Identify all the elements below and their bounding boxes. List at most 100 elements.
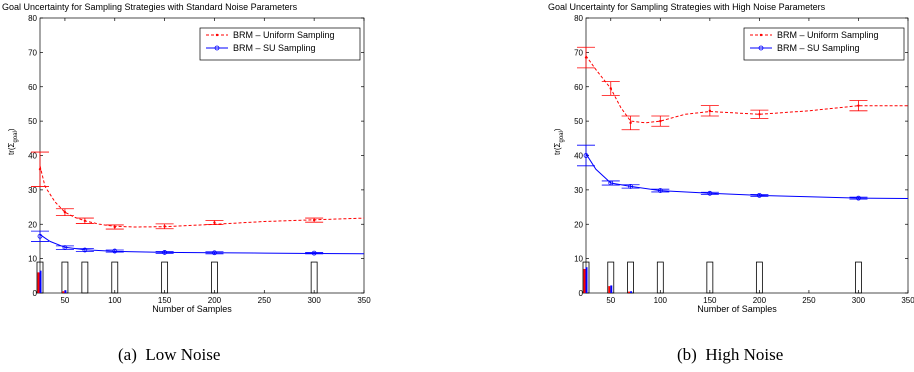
y-tick-label: 80 [574, 14, 583, 23]
data-point [629, 121, 632, 125]
data-point [63, 211, 67, 214]
y-tick-label: 50 [28, 117, 37, 126]
legend-marker [758, 45, 764, 51]
x-tick-label: 300 [307, 296, 321, 305]
data-point [609, 87, 612, 90]
series-line [39, 234, 365, 255]
caption-low-noise: (a) Low Noise [118, 345, 221, 364]
series-uniform [31, 151, 365, 230]
y-tick-label: 30 [574, 186, 583, 195]
legend: BRM – Uniform Sampling BRM – SU Sampling [199, 27, 361, 61]
sample-bar-blue [630, 291, 633, 293]
y-axis-label: tr(Σgoal) [7, 128, 19, 155]
data-point [83, 219, 87, 223]
x-tick-label: 100 [108, 296, 122, 305]
data-point [756, 192, 762, 198]
legend-box [199, 27, 361, 61]
x-tick-label: 250 [802, 296, 816, 305]
series-line [585, 153, 909, 199]
y-tick-label: 10 [574, 255, 583, 264]
sample-bar [161, 261, 169, 294]
y-tick-label: 70 [28, 48, 37, 57]
sample-bar-blue [610, 285, 613, 293]
chart-high-noise: Goal Uncertainty for Sampling Strategies… [548, 2, 914, 314]
legend-label: BRM – Uniform Sampling [233, 30, 335, 40]
x-tick-label: 350 [901, 296, 914, 305]
y-tick-label: 70 [574, 48, 583, 57]
x-axis-label: Number of Samples [697, 304, 777, 314]
legend: BRM – Uniform Sampling BRM – SU Sampling [743, 27, 905, 61]
sample-bar [755, 261, 763, 294]
y-tick-label: 20 [574, 220, 583, 229]
data-point [213, 221, 216, 224]
x-tick-label: 200 [208, 296, 222, 305]
sample-bar [211, 261, 218, 294]
data-point [583, 153, 589, 158]
series-su [577, 144, 909, 201]
y-tick-label: 0 [579, 289, 584, 298]
sample-bar [627, 261, 634, 294]
y-tick-label: 80 [28, 14, 37, 23]
y-tick-label: 50 [574, 117, 583, 126]
series-uniform [577, 46, 908, 131]
legend-marker [214, 45, 220, 51]
series-su [31, 230, 365, 256]
sample-bar [61, 261, 69, 294]
y-tick-label: 60 [28, 83, 37, 92]
sample-bar-red [583, 268, 586, 293]
data-point [584, 56, 588, 59]
caption-high-noise: (b) High Noise [677, 345, 784, 364]
x-tick-label: 350 [357, 296, 371, 305]
y-tick-label: 40 [574, 152, 583, 161]
sample-bar [310, 261, 318, 294]
y-tick-label: 0 [33, 289, 38, 298]
y-tick-label: 10 [28, 255, 37, 264]
chart-low-noise: Goal Uncertainty for Sampling Strategies… [2, 2, 371, 314]
data-point [162, 250, 168, 255]
data-point [112, 248, 118, 254]
legend-marker [759, 33, 763, 37]
y-axis-label: tr(Σgoal) [553, 128, 565, 155]
data-point [82, 247, 88, 253]
x-tick-label: 50 [606, 296, 615, 305]
x-tick-label: 150 [703, 296, 717, 305]
data-point [37, 233, 43, 239]
sample-bar [81, 261, 89, 294]
sample-bar-red [628, 291, 631, 293]
chart-title: Goal Uncertainty for Sampling Strategies… [548, 2, 826, 12]
y-tick-label: 20 [28, 220, 37, 229]
data-point [707, 190, 713, 196]
sample-bar [855, 261, 862, 294]
data-point [62, 245, 68, 251]
data-point [163, 225, 166, 228]
sample-bar-blue [585, 267, 588, 293]
x-tick-label: 250 [258, 296, 272, 305]
x-tick-label: 300 [852, 296, 866, 305]
data-point [38, 168, 42, 171]
x-tick-label: 100 [654, 296, 668, 305]
y-tick-label: 30 [28, 186, 37, 195]
legend-box [743, 27, 905, 61]
data-point [628, 184, 633, 189]
data-point [758, 113, 761, 116]
y-tick-label: 60 [574, 83, 583, 92]
y-tick-label: 40 [28, 152, 37, 161]
sample-bar [656, 261, 664, 294]
data-point [856, 195, 861, 201]
data-point [708, 109, 712, 113]
data-point [113, 225, 116, 229]
data-point [212, 250, 217, 256]
series-line [585, 55, 908, 124]
legend-label: BRM – SU Sampling [777, 43, 860, 53]
legend-label: BRM – Uniform Sampling [777, 30, 879, 40]
x-tick-label: 200 [753, 296, 767, 305]
sample-bar-red [608, 286, 611, 293]
data-point [311, 250, 317, 256]
chart-title: Goal Uncertainty for Sampling Strategies… [2, 2, 298, 12]
legend-marker [215, 33, 219, 37]
data-point [312, 218, 316, 222]
sample-bar-blue [39, 270, 42, 293]
data-point [857, 104, 860, 107]
sample-bar [111, 261, 119, 294]
